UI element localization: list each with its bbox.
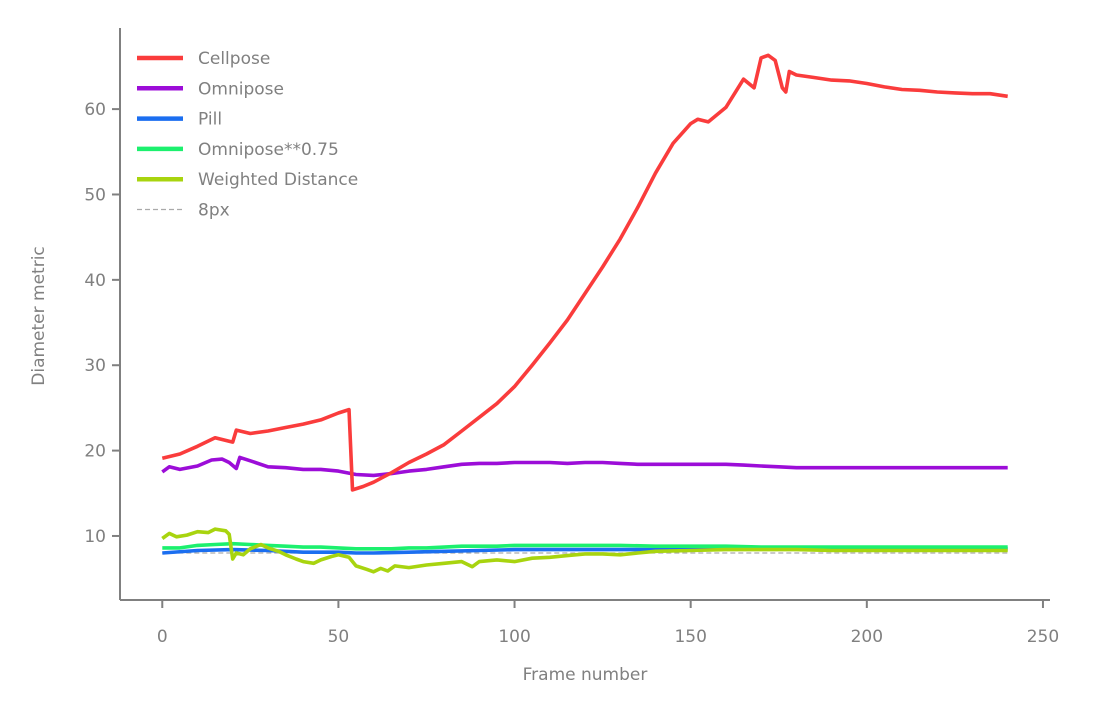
legend-label-pill: Pill xyxy=(198,110,222,130)
x-tick-label: 250 xyxy=(1027,627,1059,647)
axes: 0 50 100 150 200 250 10 20 30 40 50 60 Frame number D… xyxy=(29,28,1059,685)
x-axis-title: Frame number xyxy=(523,665,648,685)
y-tick-label: 40 xyxy=(84,271,106,291)
y-tick-label: 60 xyxy=(84,100,106,120)
legend-label-cellpose: Cellpose xyxy=(198,49,270,69)
y-tick-label: 10 xyxy=(84,527,106,547)
plot-series xyxy=(161,53,1008,574)
y-tick-label: 30 xyxy=(84,356,106,376)
legend: Cellpose Omnipose Pill Omnipose**0.75 Weight… xyxy=(137,49,358,221)
x-tick-label: 150 xyxy=(674,627,706,647)
legend-label-8px: 8px xyxy=(198,201,230,221)
y-tick-label: 50 xyxy=(84,185,106,205)
legend-label-weighted-distance: Weighted Distance xyxy=(198,170,358,190)
legend-label-omnipose-0-75: Omnipose**0.75 xyxy=(198,140,339,160)
y-tick-label: 20 xyxy=(84,442,106,462)
y-axis-title: Diameter metric xyxy=(29,246,49,386)
legend-label-omnipose: Omnipose xyxy=(198,79,284,99)
x-tick-label: 100 xyxy=(498,627,530,647)
x-tick-label: 0 xyxy=(157,627,168,647)
x-tick-label: 50 xyxy=(328,627,350,647)
series-line-cellpose xyxy=(161,53,1008,492)
series-line-omnipose xyxy=(161,455,1008,478)
x-tick-label: 200 xyxy=(851,627,883,647)
series-line-weighted-distance xyxy=(161,527,1008,574)
